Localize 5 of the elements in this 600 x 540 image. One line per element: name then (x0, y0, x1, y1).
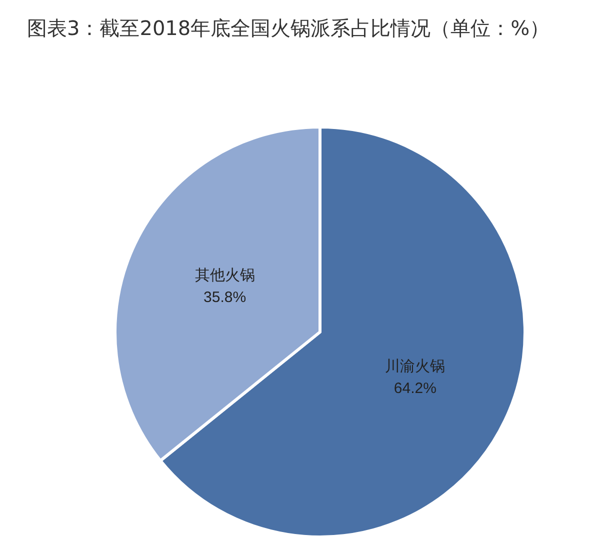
slice-label: 川渝火锅 (385, 358, 446, 376)
data-label: 64.2% (394, 380, 436, 398)
data-label: 35.8% (204, 288, 246, 306)
chart-title: 图表3：截至2018年底全国火锅派系占比情况（单位：%） (27, 16, 550, 40)
slice-label: 其他火锅 (194, 266, 255, 284)
